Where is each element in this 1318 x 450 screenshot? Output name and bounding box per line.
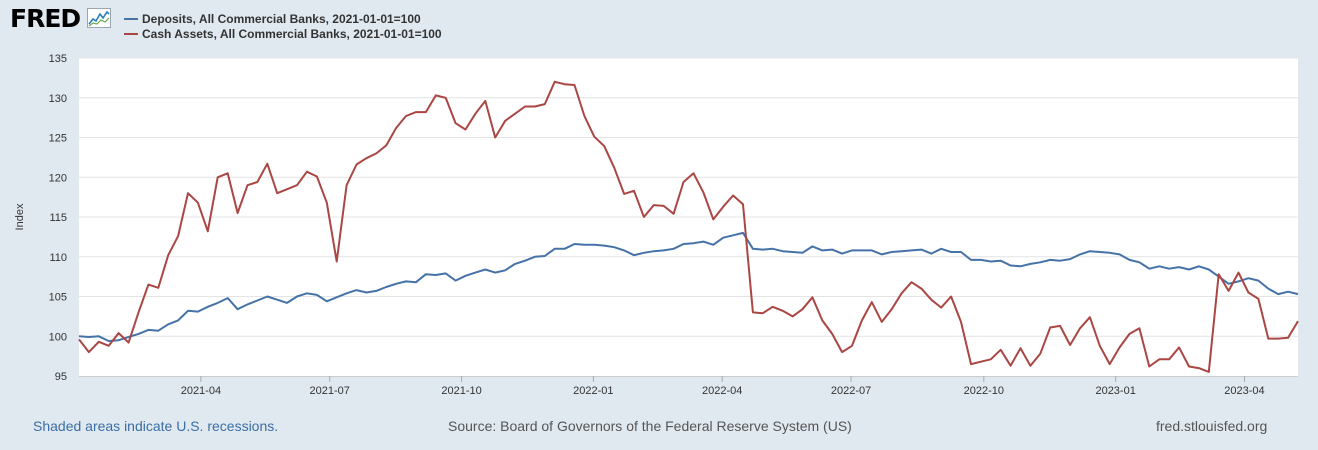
site-url[interactable]: fred.stlouisfed.org [1156,418,1268,434]
legend-swatch-deposits [124,17,138,20]
legend-label-cash-assets: Cash Assets, All Commercial Banks, 2021-… [142,26,442,41]
recession-note-link[interactable]: Shaded areas indicate U.S. recessions. [33,418,279,434]
chart-header: FRED Deposits, All Commercial Banks, 202… [0,0,1318,48]
series-line-deposits[interactable] [78,231,1299,342]
legend-item-deposits[interactable]: Deposits, All Commercial Banks, 2021-01-… [124,11,442,26]
chart-footer: Shaded areas indicate U.S. recessions. S… [0,408,1318,450]
x-tick-label: 2022-04 [702,385,742,397]
legend-swatch-cash-assets [124,32,138,35]
grid-lines [79,57,1298,337]
y-tick-label: 130 [49,93,67,105]
y-axis-ticks: 95 100 105 110 115 120 125 130 135 [49,53,67,383]
y-tick-label: 115 [49,212,67,224]
y-tick-label: 100 [49,331,67,343]
x-tick-label: 2021-04 [181,385,221,397]
x-tick-label: 2021-07 [310,385,350,397]
legend-item-cash-assets[interactable]: Cash Assets, All Commercial Banks, 2021-… [124,26,442,41]
y-tick-label: 125 [49,133,67,145]
x-axis-ticks: 2021-04 2021-07 2021-10 2022-01 2022-04 2022-… [79,376,1298,397]
series-line-cash-assets[interactable] [78,80,1299,373]
x-tick-label: 2023-04 [1224,385,1264,397]
x-tick-label: 2023-01 [1095,385,1135,397]
x-tick-label: 2021-10 [441,385,481,397]
fred-logo-text: FRED [10,4,81,33]
x-tick-label: 2022-10 [964,385,1004,397]
y-tick-label: 135 [49,53,67,65]
fred-logo[interactable]: FRED [10,6,111,32]
y-tick-label: 110 [49,252,67,264]
series-lines [78,80,1299,373]
y-tick-label: 120 [49,172,67,184]
fred-sparkline-icon [86,8,111,33]
y-axis-label: Index [14,203,26,230]
x-tick-label: 2022-07 [831,385,871,397]
y-tick-label: 95 [55,371,67,383]
legend-label-deposits: Deposits, All Commercial Banks, 2021-01-… [142,11,421,26]
chart-legend: Deposits, All Commercial Banks, 2021-01-… [124,11,442,41]
y-tick-label: 105 [49,292,67,304]
x-tick-label: 2022-01 [573,385,613,397]
source-note: Source: Board of Governors of the Federa… [448,418,852,434]
